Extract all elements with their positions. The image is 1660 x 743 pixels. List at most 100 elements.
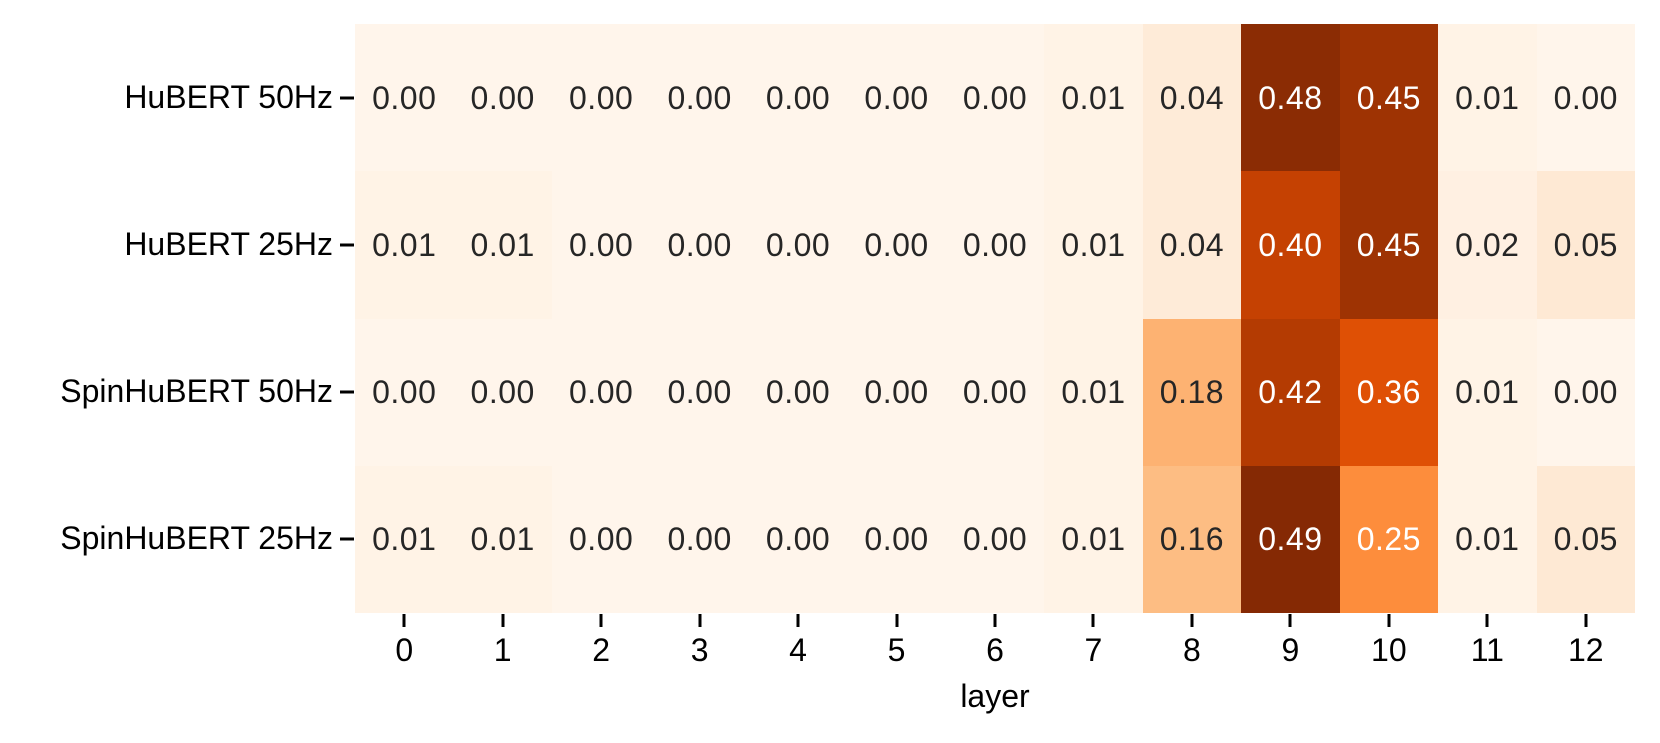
cell-value: 0.48 [1258, 79, 1323, 116]
cell-value: 0.45 [1356, 79, 1421, 116]
heatmap-cell: 0.48 [1241, 24, 1340, 172]
heatmap-cell: 0.00 [551, 318, 651, 466]
cell-value: 0.00 [765, 79, 831, 116]
x-tick-label: 6 [986, 632, 1004, 668]
x-tick-label: 2 [592, 632, 611, 668]
heatmap-cell: 0.05 [1536, 171, 1635, 319]
x-tick-mark [599, 614, 603, 627]
heatmap-cell: 0.00 [847, 171, 946, 319]
cell-value: 0.01 [1061, 226, 1126, 263]
cell-value: 0.00 [1553, 79, 1618, 116]
heatmap-cell: 0.00 [650, 318, 749, 466]
x-tick-mark [1190, 614, 1194, 627]
x-tick-mark [993, 614, 997, 627]
y-tick-mark [340, 390, 354, 394]
y-axis-label: HuBERT 50Hz [124, 78, 333, 115]
cell-value: 0.05 [1553, 226, 1618, 263]
cell-value: 0.01 [1455, 521, 1520, 558]
cell-value: 0.01 [470, 226, 535, 263]
x-tick-label: 0 [395, 632, 414, 668]
cell-value: 0.00 [569, 521, 634, 558]
heatmap-cell: 0.00 [650, 171, 749, 319]
cell-value: 0.25 [1356, 521, 1421, 558]
heatmap-cell: 0.02 [1438, 171, 1537, 319]
heatmap-cell: 0.01 [1438, 318, 1537, 466]
heatmap-cell: 0.42 [1241, 318, 1340, 466]
x-tick-mark [1584, 614, 1588, 627]
heatmap-cell: 0.00 [847, 465, 946, 613]
heatmap-cell: 0.01 [453, 465, 552, 613]
heatmap-cell: 0.00 [748, 465, 848, 613]
cell-value: 0.01 [1061, 79, 1126, 116]
heatmap-cell: 0.00 [551, 171, 651, 319]
heatmap-cell: 0.00 [847, 24, 946, 172]
cell-value: 0.00 [667, 521, 732, 558]
y-tick-mark [340, 243, 354, 247]
cell-value: 0.00 [470, 79, 535, 116]
heatmap-cell: 0.01 [453, 171, 552, 319]
heatmap-cell: 0.16 [1142, 465, 1242, 613]
cell-value: 0.05 [1553, 521, 1618, 558]
heatmap-cell: 0.00 [847, 318, 946, 466]
heatmap-cell: 0.00 [1536, 318, 1635, 466]
cell-value: 0.01 [1061, 374, 1126, 411]
x-tick-label: 3 [690, 632, 709, 668]
heatmap-cell: 0.00 [945, 24, 1045, 172]
heatmap-cell: 0.00 [650, 465, 749, 613]
heatmap-cell: 0.04 [1142, 24, 1242, 172]
x-tick-mark [895, 614, 899, 627]
heatmap-cell: 0.04 [1142, 171, 1242, 319]
cell-value: 0.00 [962, 521, 1028, 558]
heatmap-cell: 0.05 [1536, 465, 1635, 613]
cell-value: 0.00 [864, 521, 929, 558]
cell-value: 0.18 [1159, 374, 1225, 411]
y-axis-label: SpinHuBERT 25Hz [60, 520, 333, 557]
heatmap-cell: 0.00 [551, 24, 651, 172]
heatmap-cell: 0.00 [748, 24, 848, 172]
cell-value: 0.00 [962, 226, 1028, 263]
heatmap-cell: 0.01 [1044, 171, 1143, 319]
heatmap-cell: 0.40 [1241, 171, 1340, 319]
heatmap-cell: 0.00 [945, 318, 1045, 466]
cell-value: 0.36 [1356, 374, 1421, 411]
cell-value: 0.02 [1455, 226, 1520, 263]
heatmap-cell: 0.00 [355, 24, 454, 172]
cell-value: 0.00 [962, 374, 1028, 411]
cell-value: 0.04 [1159, 79, 1225, 116]
x-axis-title: layer [960, 678, 1030, 714]
heatmap-cell: 0.36 [1339, 318, 1439, 466]
x-tick-label: 11 [1470, 632, 1504, 668]
x-tick-label: 4 [789, 632, 807, 668]
x-tick-mark [501, 614, 505, 627]
x-tick-mark [1091, 614, 1095, 627]
y-tick-mark [340, 96, 354, 100]
x-tick-mark [1485, 614, 1489, 627]
cell-value: 0.00 [569, 226, 634, 263]
cell-value: 0.49 [1258, 521, 1323, 558]
cell-value: 0.00 [765, 521, 831, 558]
heatmap-cell: 0.00 [945, 465, 1045, 613]
cell-value: 0.01 [470, 521, 535, 558]
x-tick-label: 12 [1567, 632, 1604, 668]
heatmap-cell: 0.01 [1438, 465, 1537, 613]
heatmap-cell: 0.00 [650, 24, 749, 172]
cell-value: 0.01 [1455, 79, 1520, 116]
heatmap-cell: 0.18 [1142, 318, 1242, 466]
heatmap-cell: 0.01 [355, 171, 454, 319]
y-axis-label: SpinHuBERT 50Hz [60, 372, 333, 409]
x-tick-label: 1 [493, 632, 512, 668]
cell-value: 0.45 [1356, 226, 1421, 263]
cell-value: 0.01 [372, 521, 437, 558]
heatmap-cell: 0.01 [1044, 318, 1143, 466]
x-tick-label: 10 [1371, 632, 1407, 668]
cell-value: 0.42 [1258, 374, 1323, 411]
x-tick-label: 8 [1183, 632, 1201, 668]
cell-value: 0.00 [864, 226, 929, 263]
x-tick-mark [1387, 614, 1391, 627]
heatmap-cell: 0.00 [453, 24, 552, 172]
cell-value: 0.00 [372, 374, 437, 411]
heatmap-cell: 0.00 [748, 318, 848, 466]
cell-value: 0.00 [667, 226, 732, 263]
cell-value: 0.01 [1455, 374, 1520, 411]
